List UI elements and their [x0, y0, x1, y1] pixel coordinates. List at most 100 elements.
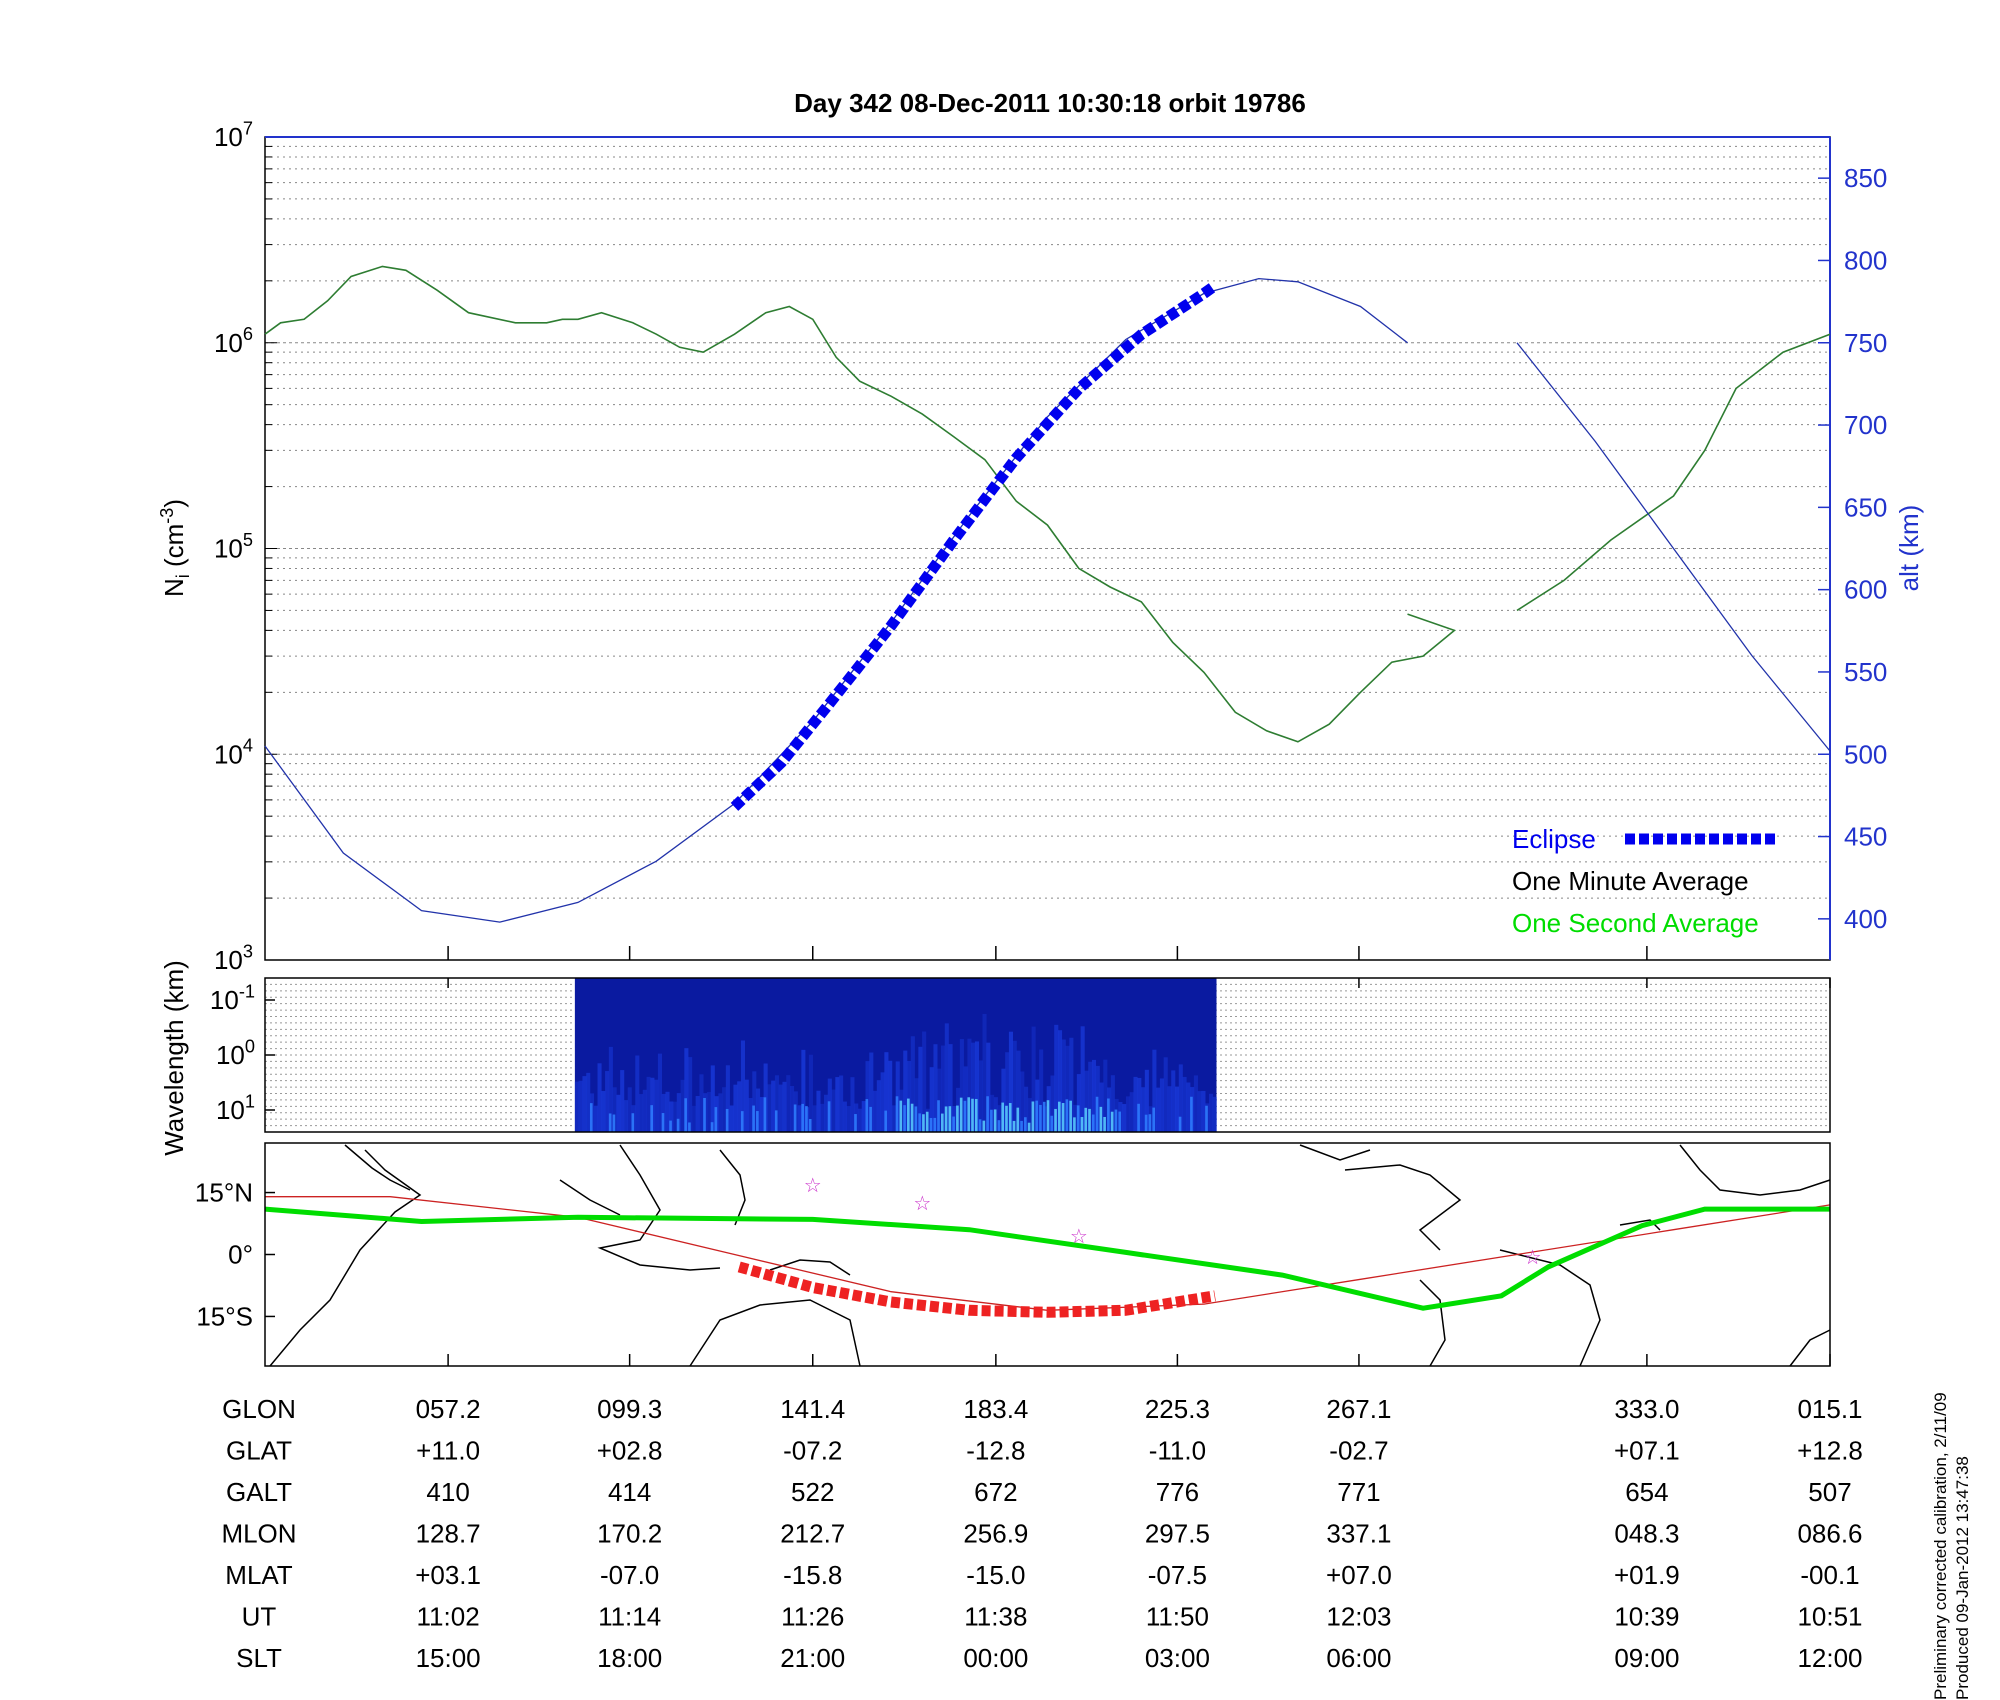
- table-cell: 183.4: [963, 1394, 1028, 1424]
- spectrogram-cell: [1088, 1061, 1093, 1132]
- spectrogram-cell: [963, 1100, 967, 1132]
- spectrogram-cell: [657, 1053, 662, 1132]
- spectrogram-cell: [827, 1101, 831, 1132]
- spectrogram-cell: [891, 1105, 896, 1132]
- table-cell: 672: [974, 1477, 1017, 1507]
- spectrogram-cell: [993, 1109, 997, 1132]
- spectrogram-cell: [684, 1048, 689, 1132]
- spectrogram-cell: [756, 1088, 761, 1132]
- coastline: [559, 1179, 621, 1216]
- spectrogram-cell: [1107, 1098, 1110, 1132]
- spectrogram-cell: [1137, 1103, 1140, 1132]
- table-cell: 15:00: [416, 1643, 481, 1673]
- spectrogram-cell: [786, 1075, 791, 1132]
- spectrogram-cell: [907, 1098, 910, 1132]
- spectrogram-cell: [1159, 1078, 1164, 1132]
- table-cell: 225.3: [1145, 1394, 1210, 1424]
- coastline: [597, 1144, 721, 1271]
- table-cell: 03:00: [1145, 1643, 1210, 1673]
- spectrogram-cell: [676, 1118, 680, 1132]
- spectrogram-cell: [1171, 1070, 1176, 1132]
- spectrogram-cell: [963, 1066, 968, 1132]
- spectrogram-cell: [1016, 1050, 1021, 1132]
- spectrogram-cell: [971, 1042, 976, 1132]
- spectrogram-cell: [1042, 1101, 1046, 1132]
- table-cell: -11.0: [1149, 1436, 1206, 1466]
- spectrogram-cell: [1080, 1026, 1085, 1132]
- spectrogram-cell: [710, 1065, 715, 1132]
- spectrogram-cell: [1001, 1102, 1005, 1132]
- spectrogram-cell: [631, 1113, 635, 1132]
- spectrogram-cell: [582, 1076, 587, 1132]
- spectrogram-cell: [1212, 1096, 1217, 1132]
- spectrogram-cell: [793, 1104, 797, 1132]
- spectrogram-cell: [876, 1080, 881, 1132]
- spectrogram-cell: [740, 1111, 744, 1132]
- spectrogram-cell: [1076, 1074, 1081, 1132]
- spectrogram-cell: [1057, 1101, 1061, 1132]
- spectrogram-cell: [718, 1093, 723, 1132]
- spectrogram-cell: [1027, 1122, 1031, 1132]
- density-line: [264, 265, 1457, 743]
- coastline: [1619, 1219, 1661, 1231]
- spectrogram-cell: [729, 1105, 734, 1132]
- alt-axis-label: alt (km): [1894, 505, 1924, 592]
- spectrogram-cell: [722, 1087, 727, 1132]
- table-cell: 654: [1625, 1477, 1668, 1507]
- spectrogram-cell: [710, 1122, 714, 1132]
- table-row-label: GLAT: [226, 1436, 292, 1466]
- spectrogram-cell: [1069, 1100, 1072, 1132]
- spectrogram-cell: [801, 1103, 804, 1132]
- table-cell: 128.7: [416, 1519, 481, 1549]
- table-cell: 170.2: [597, 1519, 662, 1549]
- spectrogram-cell: [895, 1096, 899, 1132]
- table-cell: 11:38: [964, 1602, 1027, 1632]
- spectrogram-cell: [578, 1080, 583, 1132]
- density-tick-label: 106: [214, 324, 253, 358]
- spectrogram-cell: [865, 1061, 870, 1132]
- table-cell: 337.1: [1326, 1519, 1391, 1549]
- spectrogram-cell: [1122, 1104, 1127, 1132]
- coastline: [1299, 1144, 1371, 1161]
- table-row-label: MLON: [221, 1519, 296, 1549]
- star-marker-icon: ☆: [1524, 1247, 1542, 1269]
- spectrogram-cell: [1144, 1114, 1148, 1132]
- spectrogram-cell: [1035, 1100, 1038, 1132]
- spectrogram-cell: [861, 1101, 866, 1132]
- spectrogram-cell: [823, 1094, 829, 1132]
- spectrogram-cell: [1084, 1107, 1088, 1132]
- table-cell: 333.0: [1614, 1394, 1679, 1424]
- spectrogram-cell: [948, 1044, 953, 1132]
- spectrogram-cell: [1088, 1108, 1091, 1132]
- ground-track-map-panel: ☆ ☆ ☆ ☆ 15°N 0° 15°S: [195, 1142, 1831, 1367]
- alt-tick-label: 850: [1844, 163, 1887, 193]
- spectrogram-cell: [1110, 1111, 1114, 1132]
- spectrogram-cell: [1012, 1120, 1016, 1132]
- spectrogram-cell: [635, 1055, 640, 1132]
- spectrogram-cell: [1167, 1086, 1172, 1132]
- spectrogram-cell: [1190, 1096, 1193, 1132]
- spectrogram-cell: [1091, 1114, 1095, 1132]
- alt-tick-label: 500: [1844, 739, 1887, 769]
- spectrogram-cell: [1103, 1059, 1108, 1132]
- spectrogram-cell: [1205, 1105, 1208, 1132]
- spectrogram-cell: [1163, 1057, 1168, 1132]
- spectrogram-cell: [974, 1098, 978, 1132]
- alt-tick-label: 800: [1844, 245, 1887, 275]
- coastline: [1789, 1329, 1831, 1367]
- spectrogram-cell: [1054, 1108, 1057, 1132]
- spectrogram-cell: [846, 1106, 851, 1132]
- coastline: [269, 1149, 422, 1367]
- spectrogram-cell: [1054, 1024, 1059, 1132]
- spectrogram-cell: [688, 1057, 693, 1132]
- spectrogram-cell: [820, 1103, 825, 1132]
- spectrogram-cell: [1005, 1105, 1008, 1132]
- spectrogram-cell: [1110, 1075, 1115, 1132]
- spectrogram-cell: [650, 1077, 655, 1132]
- spectrogram-cell: [944, 1023, 949, 1132]
- density-tick-label: 107: [214, 118, 253, 152]
- spectrogram-cell: [605, 1071, 610, 1132]
- coastline: [719, 1149, 746, 1226]
- spectrogram-cell: [616, 1094, 621, 1132]
